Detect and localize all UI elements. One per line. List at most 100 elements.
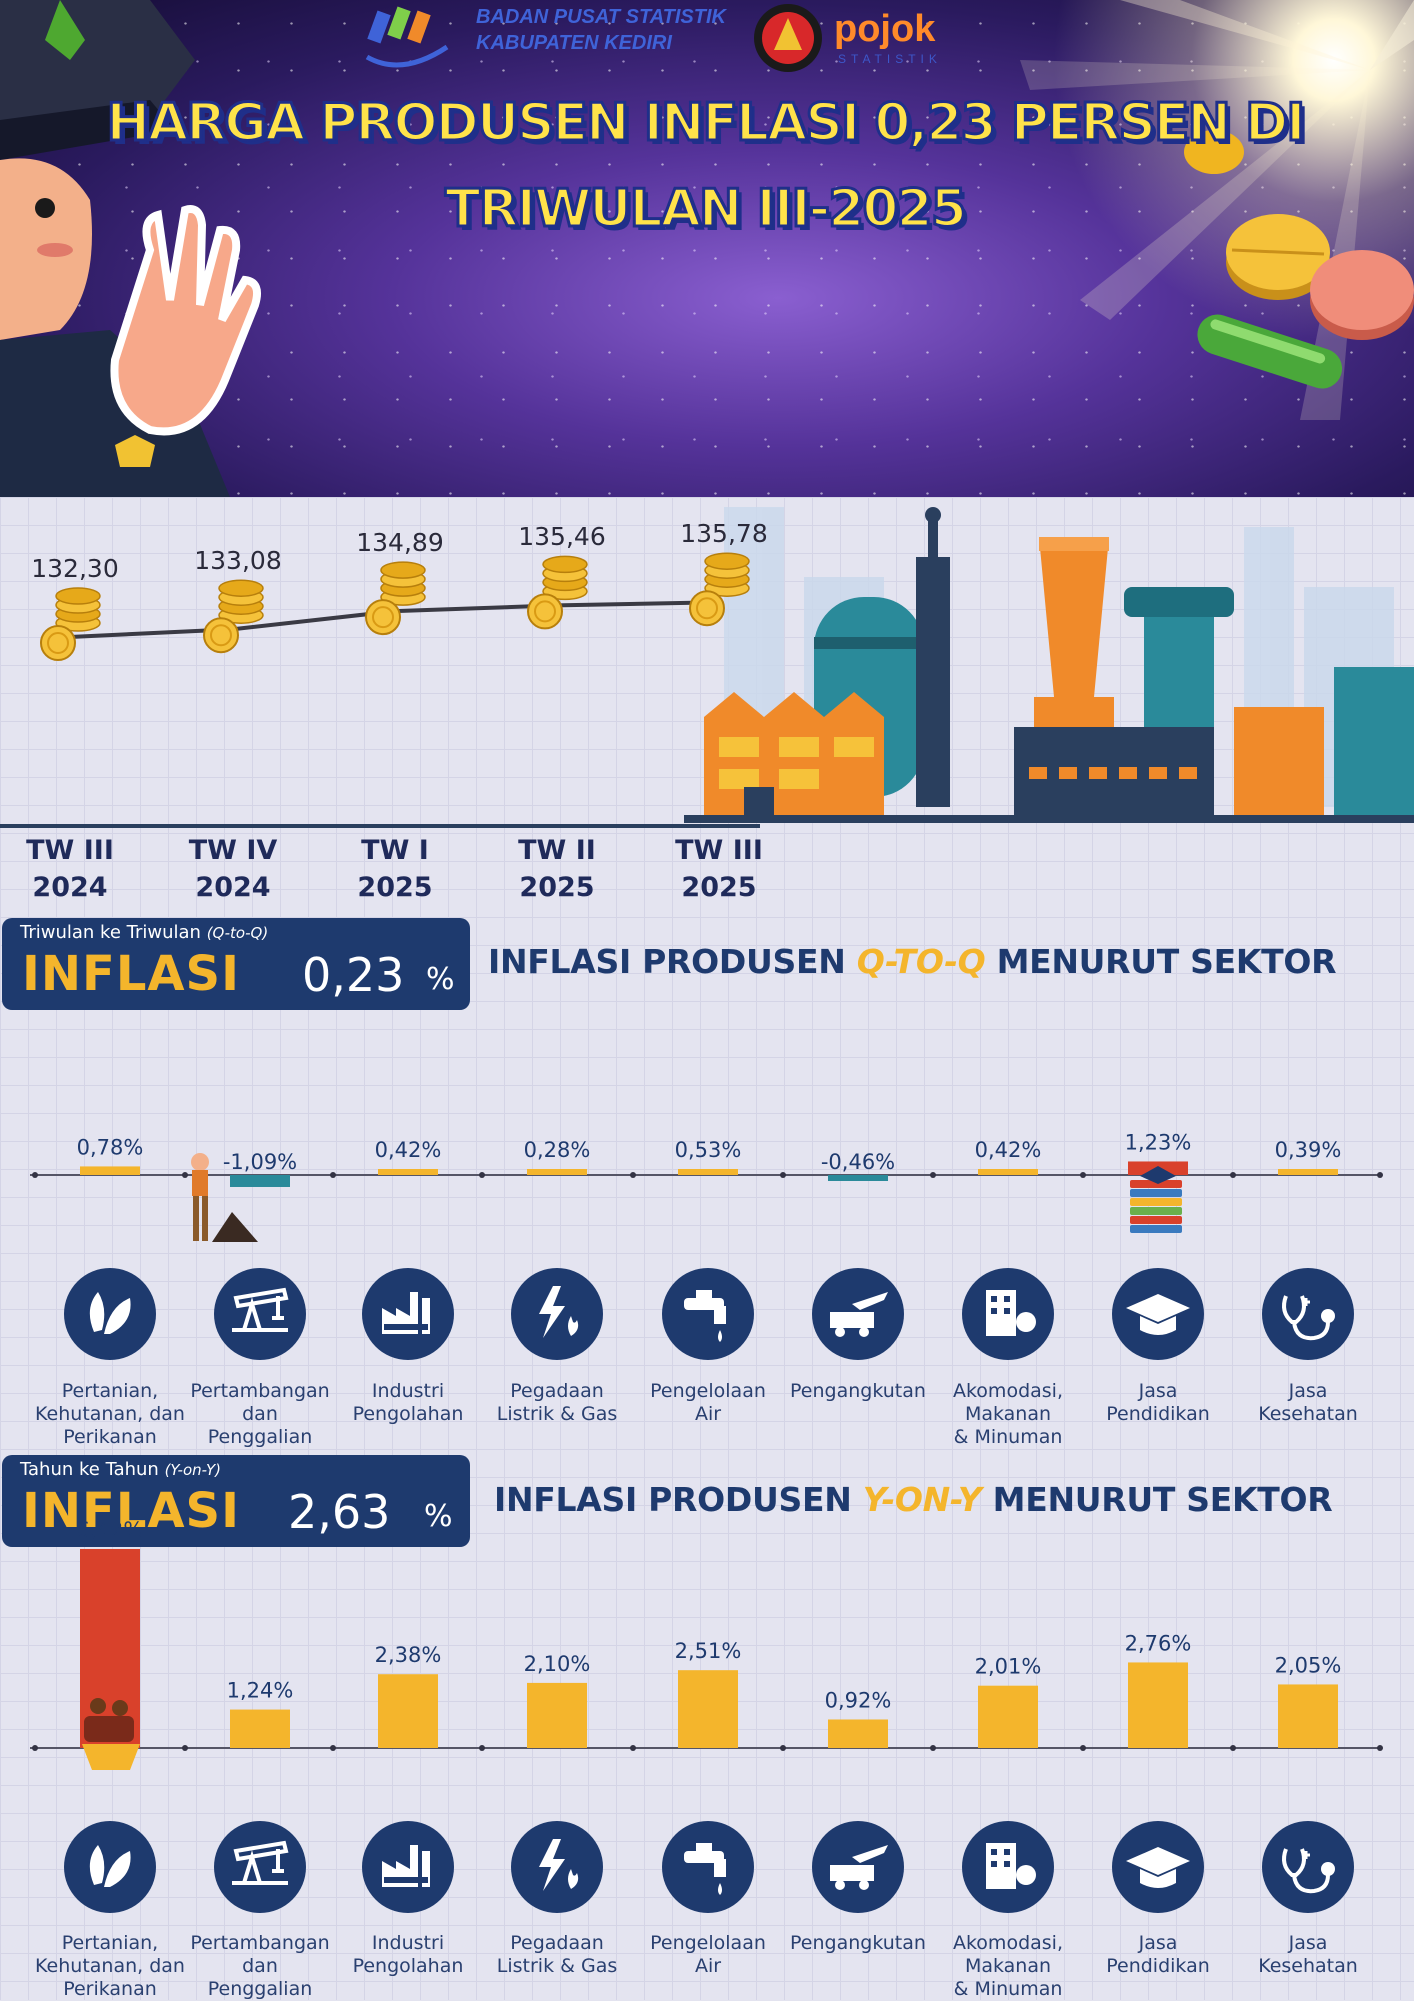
yony-axis-tick bbox=[1080, 1745, 1086, 1751]
yony-sector-name-line: & Minuman bbox=[953, 1978, 1063, 2000]
transport-icon bbox=[812, 1268, 904, 1360]
yony-axis-tick bbox=[930, 1745, 936, 1751]
qtoq-sector-name: Pengelolaan Air bbox=[633, 1380, 783, 1426]
yony-sector-name-line: Pertambangan bbox=[190, 1932, 330, 1954]
yony-box-value: 2,63 bbox=[288, 1485, 391, 1539]
yony-sector-name-line: Kesehatan bbox=[1258, 1955, 1358, 1977]
bps-logo-icon bbox=[365, 6, 449, 68]
trend-category-label: TW III 2024 bbox=[0, 832, 140, 906]
qtoq-title-highlight: Q-TO-Q bbox=[856, 942, 986, 981]
qtoq-subtitle-text: Triwulan ke Triwulan bbox=[20, 922, 201, 943]
qtoq-box-word: INFLASI bbox=[22, 946, 240, 1002]
qtoq-data-label: -1,09% bbox=[223, 1150, 297, 1174]
hotel-dining-icon bbox=[962, 1821, 1054, 1913]
qtoq-sector-name-line: Jasa bbox=[1138, 1380, 1178, 1402]
water-tap-icon bbox=[662, 1268, 754, 1360]
qtoq-sector-name-line: Perikanan bbox=[63, 1426, 157, 1448]
bps-organization-name: BADAN PUSAT STATISTIK KABUPATEN KEDIRI bbox=[476, 4, 726, 56]
yony-sector-name-line: Penggalian bbox=[207, 1978, 313, 2000]
qtoq-bar bbox=[527, 1169, 587, 1175]
trend-category-label: TW IV 2024 bbox=[163, 832, 303, 906]
qtoq-sector-name-line: Air bbox=[694, 1403, 722, 1425]
yony-bar bbox=[678, 1670, 738, 1748]
yony-box-unit: % bbox=[424, 1499, 453, 1534]
qtoq-data-label: 0,28% bbox=[524, 1138, 591, 1162]
qtoq-axis-tick bbox=[1230, 1172, 1236, 1178]
org-name-line2: KABUPATEN KEDIRI bbox=[476, 32, 672, 54]
qtoq-sector-name-line: Pengangkutan bbox=[790, 1380, 926, 1402]
qtoq-axis-tick bbox=[182, 1172, 188, 1178]
medicine-pills-illustration bbox=[1184, 130, 1414, 389]
graduation-cap-icon bbox=[1112, 1268, 1204, 1360]
factory-right-buildings bbox=[1014, 667, 1414, 817]
yony-sector-name: Pegadaan Listrik & Gas bbox=[482, 1932, 632, 1978]
trend-category-label: TW II 2025 bbox=[487, 832, 627, 906]
trend-point-coin-stack bbox=[40, 587, 101, 661]
qtoq-sector-name: Jasa Kesehatan bbox=[1233, 1380, 1383, 1426]
qtoq-box-subtitle: Triwulan ke Triwulan (Q-to-Q) bbox=[20, 922, 268, 943]
capsule-green bbox=[1197, 314, 1343, 389]
police-officer-illustration bbox=[0, 0, 261, 497]
trend-point-coin-stack bbox=[203, 579, 264, 654]
yony-bar bbox=[230, 1709, 290, 1748]
trend-category-year: 2025 bbox=[519, 872, 595, 903]
yony-axis-tick bbox=[32, 1745, 38, 1751]
trend-category-label: TW III 2025 bbox=[649, 832, 789, 906]
yony-sector-name-line: Air bbox=[694, 1955, 722, 1977]
yony-axis-tick bbox=[479, 1745, 485, 1751]
pojok-brand-subtitle: STATISTIK bbox=[838, 52, 942, 66]
yony-sector-name-line: Kehutanan, dan bbox=[35, 1955, 185, 1977]
qtoq-sector-name-line: Pendidikan bbox=[1106, 1403, 1210, 1425]
qtoq-bar bbox=[230, 1175, 290, 1187]
qtoq-sector-name-line: Penggalian bbox=[207, 1426, 313, 1448]
trend-category-quarter: TW IV bbox=[188, 835, 278, 866]
page-title-line1: HARGA PRODUSEN INFLASI 0,23 PERSEN DI bbox=[105, 92, 1307, 155]
qtoq-sector-name-line: Pertambangan bbox=[190, 1380, 330, 1402]
pill-yellow bbox=[1226, 214, 1330, 300]
yony-sector-name-line: Industri bbox=[371, 1932, 445, 1954]
qtoq-bar bbox=[828, 1175, 888, 1181]
yony-bar bbox=[80, 1548, 140, 1748]
trend-value-label: 135,46 bbox=[518, 522, 606, 552]
qtoq-axis-tick bbox=[1080, 1172, 1086, 1178]
qtoq-axis-tick bbox=[930, 1172, 936, 1178]
qtoq-axis-tick bbox=[1377, 1172, 1383, 1178]
trend-value-label: 133,08 bbox=[194, 546, 282, 576]
yony-sector-name: Pertambangan dan Penggalian bbox=[185, 1932, 335, 2001]
page-title: HARGA PRODUSEN INFLASI 0,23 PERSEN DI TR… bbox=[40, 80, 1370, 252]
qtoq-axis-tick bbox=[780, 1172, 786, 1178]
qtoq-bar bbox=[978, 1169, 1038, 1175]
university-emblem-icon bbox=[754, 4, 822, 72]
qtoq-data-label: 0,42% bbox=[375, 1138, 442, 1162]
qtoq-bar bbox=[80, 1166, 140, 1175]
yony-data-label: 1,24% bbox=[227, 1679, 294, 1703]
qtoq-box-value: 0,23 bbox=[302, 948, 405, 1002]
trend-value-label: 132,30 bbox=[31, 554, 119, 583]
stethoscope-icon bbox=[1262, 1268, 1354, 1360]
org-name-line1: BADAN PUSAT STATISTIK bbox=[476, 6, 726, 28]
yony-data-label: 6,42% bbox=[77, 1518, 144, 1542]
qtoq-axis-tick bbox=[630, 1172, 636, 1178]
qtoq-data-label: 0,53% bbox=[675, 1138, 742, 1162]
yony-sector-name-line: Pertanian, bbox=[61, 1932, 159, 1954]
qtoq-sector-name-line: Jasa bbox=[1288, 1380, 1328, 1402]
trend-category-year: 2024 bbox=[195, 872, 271, 903]
qtoq-data-label: 1,23% bbox=[1125, 1130, 1192, 1154]
factory-icon bbox=[362, 1268, 454, 1360]
yony-data-label: 0,92% bbox=[825, 1688, 892, 1712]
transport-icon bbox=[812, 1821, 904, 1913]
factory-chimney-navy bbox=[916, 507, 950, 807]
qtoq-data-label: 0,39% bbox=[1275, 1138, 1342, 1162]
miner-illustration bbox=[191, 1153, 258, 1242]
qtoq-bar bbox=[378, 1169, 438, 1175]
pill-red bbox=[1310, 250, 1414, 340]
yony-sector-name-line: Pegadaan bbox=[510, 1932, 604, 1954]
yony-data-label: 2,01% bbox=[975, 1655, 1042, 1679]
qtoq-sector-name: Industri Pengolahan bbox=[333, 1380, 483, 1426]
qtoq-sector-name-line: Akomodasi, bbox=[952, 1380, 1063, 1402]
qtoq-data-label: 0,78% bbox=[77, 1135, 144, 1159]
page-title-line2: TRIWULAN III-2025 bbox=[444, 178, 969, 241]
yony-sector-name-line: Listrik & Gas bbox=[496, 1955, 618, 1977]
yony-sector-name-line: Jasa bbox=[1288, 1932, 1328, 1954]
